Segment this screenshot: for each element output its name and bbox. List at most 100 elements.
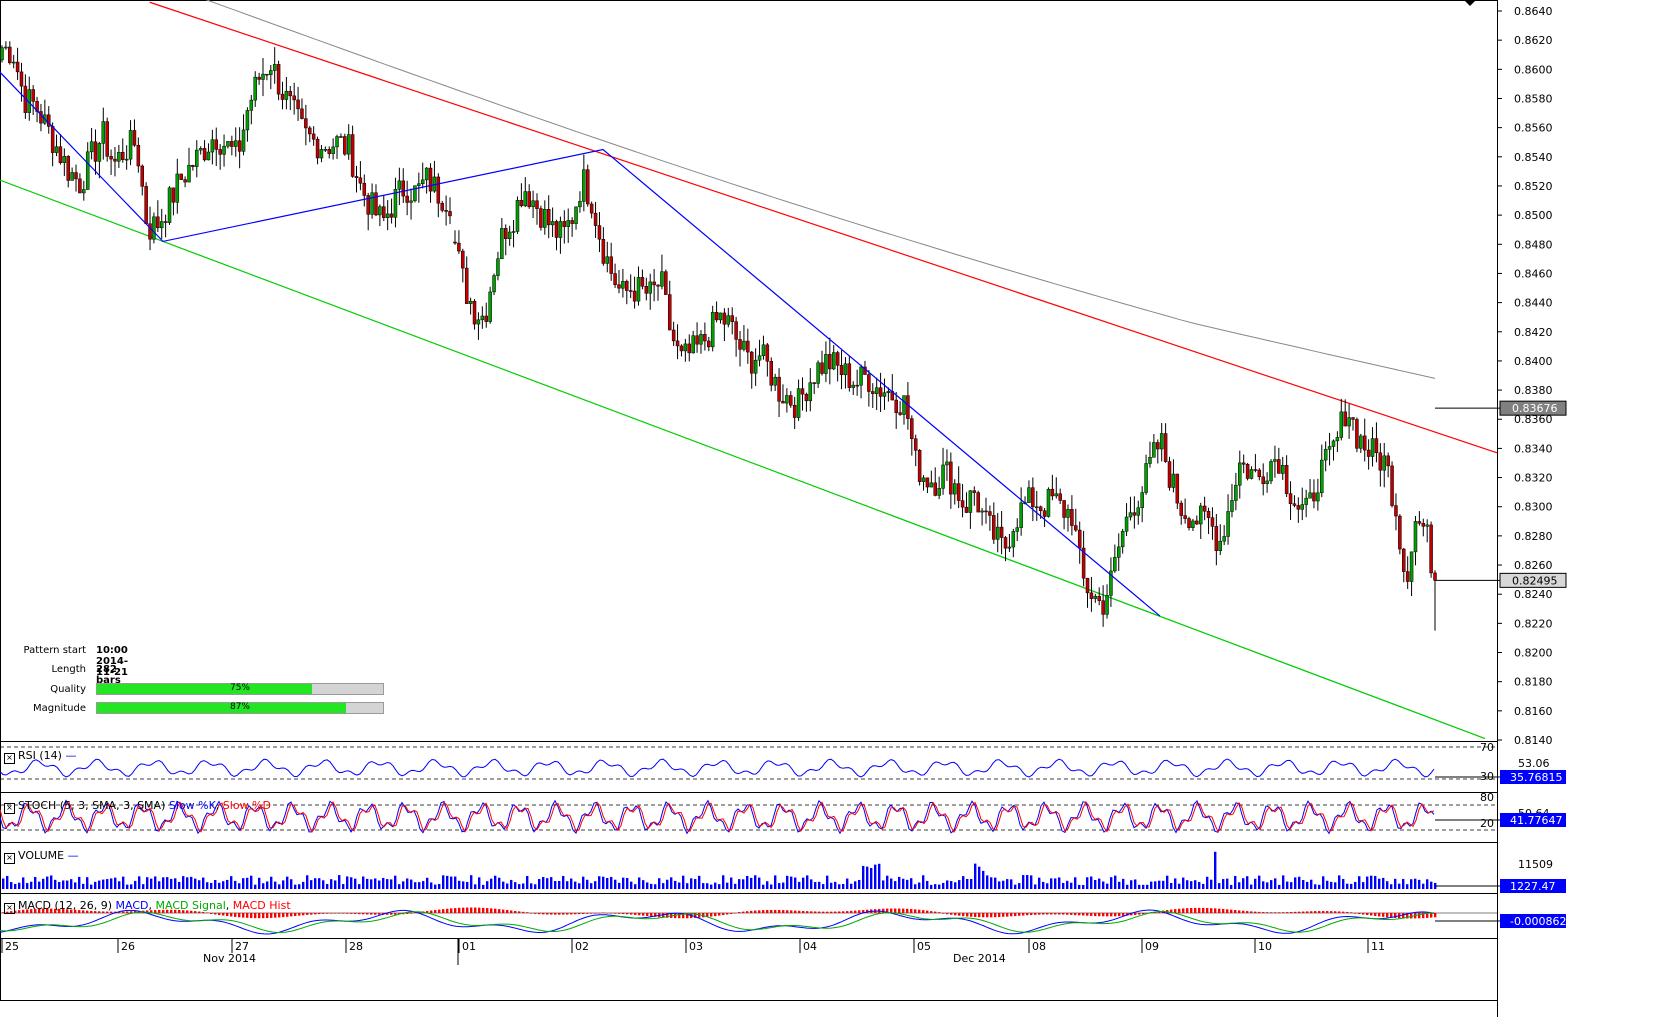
close-icon[interactable]: × xyxy=(4,803,15,814)
volume-bar xyxy=(174,878,177,889)
volume-bar xyxy=(1258,875,1261,889)
volume-bar xyxy=(358,884,361,889)
candle-body xyxy=(284,90,289,100)
macd-hist-bar xyxy=(842,911,845,913)
candle-body xyxy=(265,73,269,76)
volume-bar xyxy=(1090,876,1093,889)
volume-bar xyxy=(698,875,701,889)
macd-hist-bar xyxy=(338,913,341,914)
volume-bar xyxy=(646,882,649,889)
candle-body xyxy=(722,312,727,325)
candle-body xyxy=(589,203,594,214)
macd-hist-bar xyxy=(1094,913,1097,917)
close-icon[interactable]: × xyxy=(4,753,15,764)
volume-bar xyxy=(438,883,441,889)
candle-body xyxy=(777,376,781,402)
macd-hist-bar xyxy=(1330,911,1333,913)
candle-body xyxy=(230,141,234,147)
volume-bar xyxy=(418,882,421,889)
candle-body xyxy=(847,363,852,388)
macd-hist-bar xyxy=(322,913,325,914)
macd-hist-bar xyxy=(10,911,13,913)
volume-bar xyxy=(1262,881,1265,889)
close-icon[interactable]: × xyxy=(4,853,15,864)
volume-bar xyxy=(1018,883,1021,889)
macd-hist-bar xyxy=(1118,913,1121,917)
volume-bar xyxy=(778,883,781,889)
volume-title[interactable]: × VOLUME — xyxy=(4,849,79,864)
macd-hist-bar xyxy=(482,907,485,913)
price-tick-label: 0.8600 xyxy=(1514,63,1553,76)
candle-body xyxy=(280,93,285,100)
macd-hist-bar xyxy=(278,913,281,918)
candle-body xyxy=(202,148,207,161)
price-tick-label: 0.8180 xyxy=(1514,676,1553,689)
macd-title[interactable]: × MACD (12, 26, 9) MACD, MACD Signal, MAC… xyxy=(4,899,291,914)
macd-hist-bar xyxy=(614,913,617,914)
candle-body xyxy=(1222,536,1226,542)
candle-body xyxy=(113,158,117,162)
stoch-title[interactable]: × STOCH (5, 3, SMA, 3, SMA) Slow %K, Slow… xyxy=(4,799,271,814)
macd-hist-bar xyxy=(1322,911,1325,913)
macd-hist-bar xyxy=(158,909,161,913)
volume-bar xyxy=(518,884,521,889)
macd-hist-bar xyxy=(1254,911,1257,913)
candle-body xyxy=(1109,570,1113,596)
candle-body xyxy=(695,335,699,345)
volume-bar xyxy=(86,877,89,889)
candle-body xyxy=(632,290,637,302)
macd-hist-bar xyxy=(334,913,337,914)
volume-bar xyxy=(1086,877,1089,889)
volume-bar xyxy=(902,878,905,889)
day-label: 10 xyxy=(1258,940,1272,953)
volume-bar xyxy=(1366,876,1369,889)
candle-body xyxy=(163,221,168,223)
macd-hist-bar xyxy=(1394,913,1397,918)
scroll-marker-icon[interactable] xyxy=(1464,0,1476,6)
volume-bar xyxy=(394,875,397,889)
macd-hist-bar xyxy=(286,913,289,917)
candle-body xyxy=(988,511,992,516)
volume-bar xyxy=(622,877,625,889)
close-icon[interactable]: × xyxy=(4,903,15,914)
candle-body xyxy=(566,220,570,227)
candle-body xyxy=(707,340,711,348)
candle-body xyxy=(648,281,652,294)
volume-bar xyxy=(922,875,925,889)
macd-hist-bar xyxy=(114,911,117,913)
candle-body xyxy=(233,140,238,147)
candle-body xyxy=(1308,492,1312,499)
macd-hist-bar xyxy=(302,913,305,916)
candle-body xyxy=(1312,492,1316,502)
macd-hist-bar xyxy=(894,908,897,913)
macd-hist-bar xyxy=(934,911,937,913)
quality-label: Quality xyxy=(50,684,86,695)
macd-hist-bar xyxy=(306,913,309,915)
volume-bar xyxy=(1394,878,1397,889)
candle-body xyxy=(851,384,855,388)
macd-hist-bar xyxy=(722,913,725,916)
volume-bar xyxy=(202,877,205,889)
macd-hist-bar xyxy=(62,909,65,913)
candle-body xyxy=(206,151,211,161)
candle-body xyxy=(601,238,606,264)
candle-body xyxy=(843,363,848,376)
macd-hist-bar xyxy=(270,913,273,918)
candle-body xyxy=(343,136,347,155)
volume-bar xyxy=(754,875,757,889)
price-tick-label: 0.8240 xyxy=(1514,588,1553,601)
candle-body xyxy=(101,121,106,144)
macd-hist-bar xyxy=(1074,913,1077,916)
macd-hist-bar xyxy=(266,913,269,919)
volume-bar xyxy=(914,884,917,889)
volume-bar xyxy=(1118,881,1121,889)
macd-hist-bar xyxy=(1422,913,1425,919)
macd-hist-bar xyxy=(222,913,225,916)
volume-bar xyxy=(774,875,777,889)
rsi-title[interactable]: × RSI (14) — xyxy=(4,749,76,764)
volume-bar xyxy=(942,882,945,889)
candle-body xyxy=(331,146,335,154)
volume-bar xyxy=(30,881,33,889)
volume-bar xyxy=(1298,876,1301,889)
volume-bar xyxy=(898,876,901,889)
